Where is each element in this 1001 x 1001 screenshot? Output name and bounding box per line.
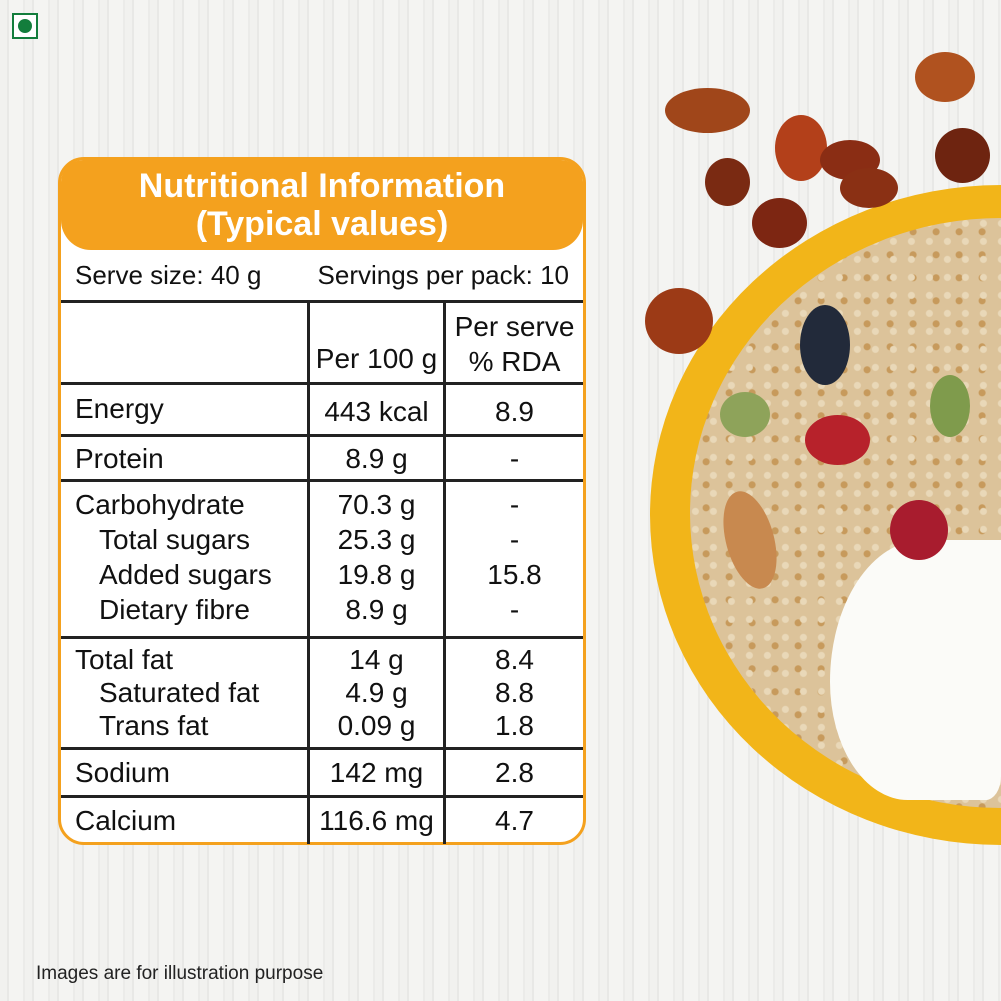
serve-size: Serve size: 40 g	[75, 259, 262, 290]
nutrient-name: Protein	[75, 442, 164, 474]
col-rda-line1: Per serve	[454, 311, 575, 342]
milk-splash-image	[830, 540, 1001, 800]
rda-value: 4.7	[495, 804, 534, 836]
per100-value: 8.9 g	[345, 442, 408, 474]
table-row-carbohydrate-group: Carbohydrate Total sugars Added sugars D…	[61, 480, 583, 639]
title-line2: (Typical values)	[195, 205, 449, 243]
nutrient-name: Sodium	[75, 756, 170, 788]
table-row: Calcium 116.6 mg 4.7	[61, 796, 583, 844]
per100-value: 19.8 g	[337, 558, 416, 590]
servings-per-pack: Servings per pack: 10	[317, 259, 569, 290]
nutrition-label: Nutritional Information (Typical values)…	[58, 157, 586, 845]
veg-mark-icon	[12, 13, 38, 39]
nutrient-name: Calcium	[75, 804, 177, 836]
col-per100: Per 100 g	[315, 342, 438, 374]
per100-value: 116.6 mg	[319, 804, 434, 836]
nutrient-name: Total fat	[75, 643, 174, 675]
nutrient-name: Total sugars	[99, 523, 250, 555]
rda-value: 8.9	[495, 395, 534, 427]
table-row: Protein 8.9 g -	[61, 435, 583, 482]
rda-value: -	[509, 488, 520, 520]
table-row: Energy 443 kcal 8.9	[61, 383, 583, 437]
rda-value: 8.4	[495, 643, 534, 675]
serving-info: Serve size: 40 g Servings per pack: 10	[61, 250, 583, 303]
nutrient-name: Dietary fibre	[99, 593, 250, 625]
label-title: Nutritional Information (Typical values)	[61, 160, 583, 250]
title-line1: Nutritional Information	[138, 167, 506, 205]
rda-value: 1.8	[495, 709, 534, 741]
nutrient-name: Trans fat	[99, 709, 209, 741]
rda-value: -	[509, 593, 520, 625]
per100-value: 142 mg	[329, 756, 424, 788]
per100-value: 0.09 g	[337, 709, 416, 741]
nutrient-name: Added sugars	[99, 558, 272, 590]
per100-value: 8.9 g	[345, 593, 408, 625]
rda-value: 8.8	[495, 676, 534, 708]
col-rda-line2: % RDA	[468, 346, 561, 377]
rda-value: -	[509, 523, 520, 555]
nutrient-name: Carbohydrate	[75, 488, 245, 520]
nutrition-table: Per 100 g Per serve % RDA Energy 443 kcal…	[61, 303, 583, 844]
nutrient-name: Saturated fat	[99, 676, 260, 708]
per100-value: 443 kcal	[324, 395, 429, 427]
table-row-fat-group: Total fat Saturated fat Trans fat 14 g 4…	[61, 637, 583, 750]
per100-value: 25.3 g	[337, 523, 416, 555]
per100-value: 4.9 g	[345, 676, 408, 708]
per100-value: 14 g	[349, 643, 404, 675]
nutrient-name: Energy	[75, 392, 164, 424]
per100-value: 70.3 g	[337, 488, 416, 520]
rda-value: 2.8	[495, 756, 534, 788]
disclaimer-text: Images are for illustration purpose	[36, 963, 324, 984]
rda-value: 15.8	[487, 558, 542, 590]
table-header-row: Per 100 g Per serve % RDA	[61, 303, 583, 385]
rda-value: -	[509, 442, 520, 474]
table-row: Sodium 142 mg 2.8	[61, 748, 583, 798]
